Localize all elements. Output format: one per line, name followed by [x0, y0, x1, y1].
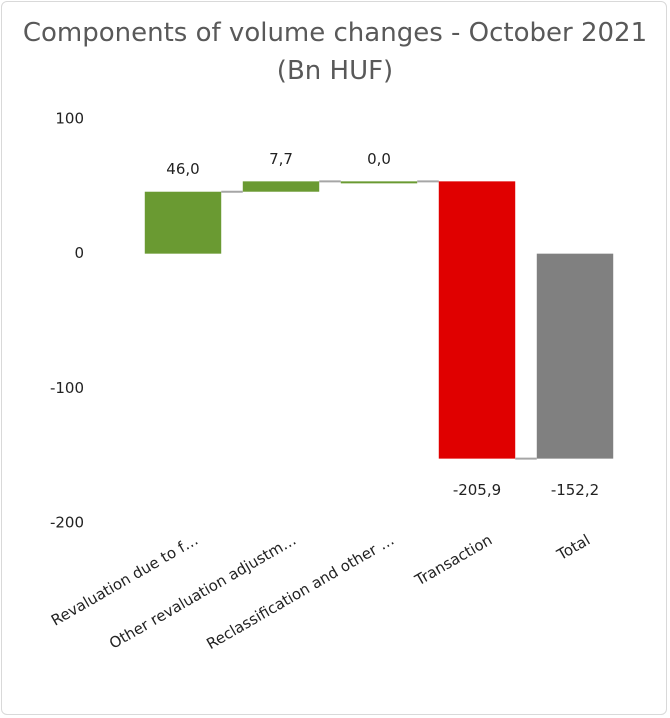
y-tick-label: -100: [50, 379, 84, 397]
x-tick-label: Total: [553, 531, 593, 565]
bar: [340, 181, 418, 184]
bar: [438, 181, 516, 459]
data-label: -152,2: [551, 481, 599, 499]
x-tick-label: Reclassification and other …: [203, 531, 397, 653]
bar: [144, 191, 222, 254]
bar: [242, 181, 320, 192]
data-label: 46,0: [166, 160, 199, 178]
data-label: 0,0: [367, 150, 391, 168]
y-tick-label: 0: [74, 244, 84, 262]
chart-title: Components of volume changes - October 2…: [22, 18, 648, 86]
y-tick-label: -200: [50, 514, 84, 532]
y-tick-label: 100: [55, 110, 84, 128]
x-tick-label: Other revaluation adjustm…: [106, 531, 299, 653]
data-label: 7,7: [269, 150, 293, 168]
bar: [536, 253, 614, 459]
data-label: -205,9: [453, 481, 501, 499]
x-tick-label: Transaction: [411, 531, 495, 590]
